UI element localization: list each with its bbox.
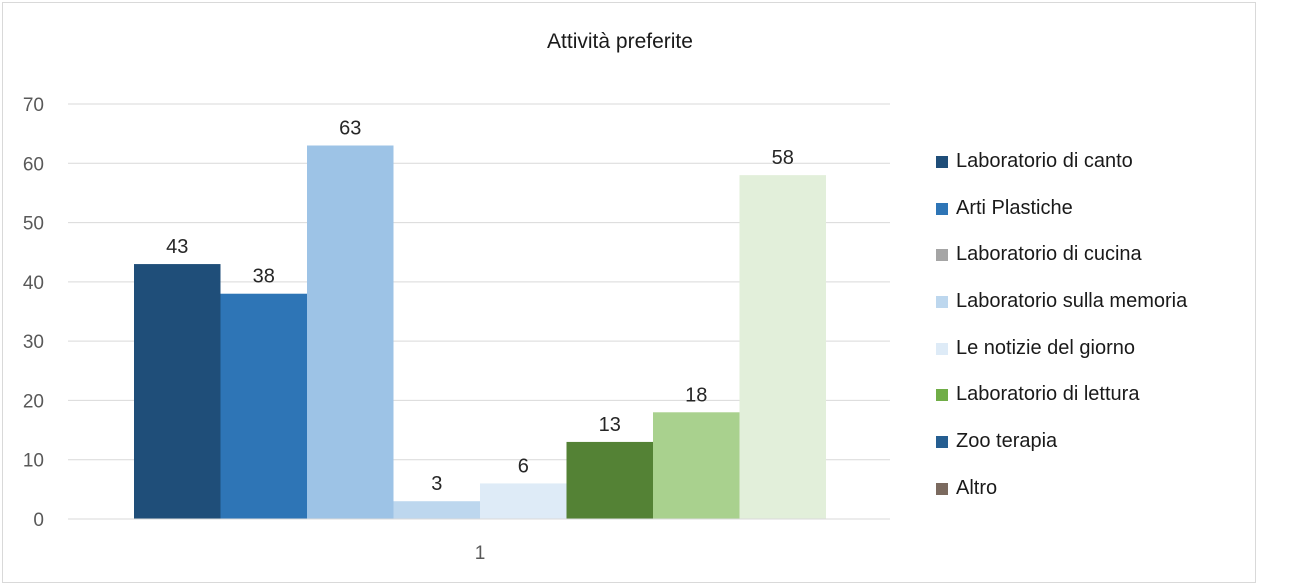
- y-tick-label: 60: [23, 154, 44, 175]
- legend-swatch: [936, 296, 948, 309]
- bar-value-label: 38: [253, 266, 275, 288]
- bar-value-label: 3: [431, 473, 442, 495]
- bar: [480, 483, 567, 519]
- bar: [220, 293, 307, 519]
- legend-swatch: [936, 389, 948, 402]
- legend-item: Zoo terapia: [936, 426, 1246, 473]
- legend-item: Altro: [936, 473, 1246, 520]
- bar: [307, 145, 394, 519]
- bar: [393, 501, 480, 519]
- legend-label: Laboratorio sulla memoria: [956, 290, 1188, 313]
- y-tick-label: 50: [23, 214, 44, 235]
- legend-item: Laboratorio di cucina: [936, 239, 1246, 286]
- bar-value-label: 43: [166, 236, 188, 258]
- legend-swatch: [936, 342, 948, 355]
- chart-title: Attività preferite: [547, 30, 693, 53]
- y-tick-label: 70: [23, 95, 44, 116]
- legend-label: Laboratorio di cucina: [956, 243, 1142, 266]
- y-tick-label: 40: [23, 273, 44, 294]
- legend-item: Laboratorio di canto: [936, 146, 1246, 193]
- legend-swatch: [936, 436, 948, 449]
- bar-value-label: 58: [772, 147, 794, 169]
- legend-item: Laboratorio sulla memoria: [936, 286, 1246, 333]
- bar: [134, 264, 221, 519]
- bar-value-label: 6: [518, 455, 529, 477]
- legend-swatch: [936, 482, 948, 495]
- chart-legend: Laboratorio di canto Arti Plastiche Labora…: [936, 146, 1246, 520]
- legend-swatch: [936, 202, 948, 215]
- legend-item: Arti Plastiche: [936, 193, 1246, 240]
- legend-item: Laboratorio di lettura: [936, 379, 1246, 426]
- legend-label: Altro: [956, 476, 998, 499]
- y-tick-label: 30: [23, 332, 44, 353]
- bar: [739, 175, 826, 519]
- y-tick-label: 20: [23, 391, 44, 412]
- bar-value-label: 18: [685, 384, 707, 406]
- legend-label: Arti Plastiche: [956, 196, 1073, 219]
- legend-label: Zoo terapia: [956, 430, 1058, 453]
- x-tick-label: 1: [475, 543, 486, 564]
- legend-label: Le notizie del giorno: [956, 336, 1136, 359]
- bar-value-label: 13: [599, 414, 621, 436]
- legend-label: Laboratorio di canto: [956, 150, 1133, 172]
- legend-label: Laboratorio di lettura: [956, 383, 1140, 406]
- legend-swatch: [936, 156, 948, 168]
- legend-swatch: [936, 249, 948, 262]
- bar-value-label: 63: [339, 118, 361, 140]
- legend-item: Le notizie del giorno: [936, 333, 1246, 380]
- bar: [566, 441, 653, 519]
- bar: [653, 412, 740, 519]
- y-tick-label: 0: [33, 510, 44, 531]
- y-tick-label: 10: [23, 451, 44, 472]
